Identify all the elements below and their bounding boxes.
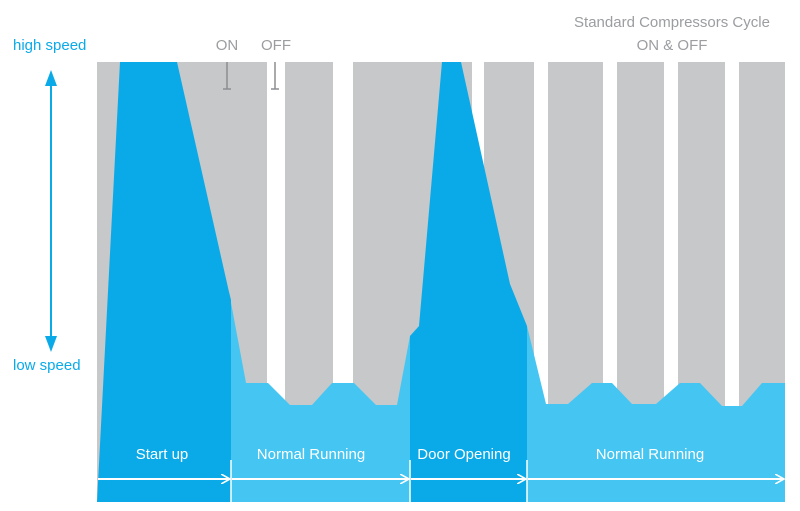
- double-arrow-icon: [45, 70, 57, 352]
- off-gap: [725, 62, 739, 502]
- on-tick-icon: [223, 62, 231, 90]
- normal-running-area-1: [229, 292, 410, 502]
- start-up-area: [97, 62, 231, 502]
- phase-label-normal-running: Normal Running: [257, 446, 365, 463]
- legend-title-line2: ON & OFF: [637, 37, 708, 54]
- normal-running-area-2: [527, 326, 785, 502]
- phase-label-door-opening: Door Opening: [417, 446, 510, 463]
- high-speed-label: high speed: [13, 37, 86, 54]
- phase-label-start-up: Start up: [136, 446, 189, 463]
- legend-title-line1: Standard Compressors Cycle: [574, 14, 770, 31]
- on-label: ON: [216, 37, 239, 54]
- phase-label-normal-running: Normal Running: [596, 446, 704, 463]
- off-label: OFF: [261, 37, 291, 54]
- low-speed-label: low speed: [13, 357, 81, 374]
- off-tick-icon: [271, 62, 279, 90]
- door-opening-area: [410, 62, 527, 502]
